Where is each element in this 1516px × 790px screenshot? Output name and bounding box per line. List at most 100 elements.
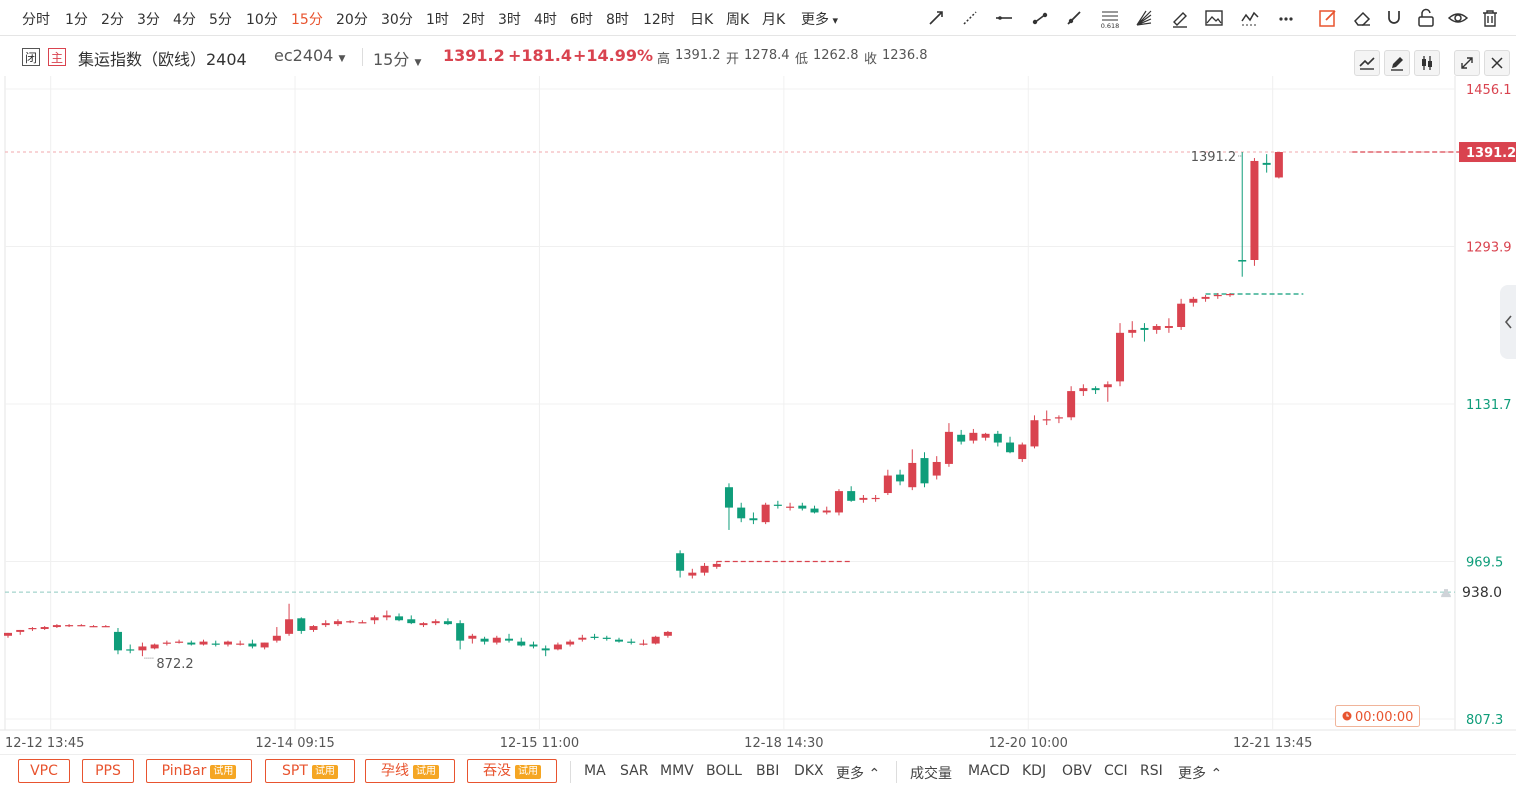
candle-body	[16, 629, 25, 632]
side-panel-toggle[interactable]	[1500, 285, 1516, 359]
current-price-label: 1391.2	[1466, 146, 1516, 161]
period-18[interactable]: 周K	[726, 12, 750, 28]
current-price-badge	[1459, 142, 1516, 163]
main-indicator-6[interactable]: 更多 ⌃	[836, 763, 880, 783]
high-value: 1391.2	[675, 48, 721, 63]
trash-tool[interactable]	[1478, 6, 1502, 30]
candle-body	[1152, 326, 1161, 330]
main-indicator-3[interactable]: BOLL	[706, 763, 742, 779]
x-tick-label: 12-18 14:30	[744, 736, 823, 751]
candlestick-chart[interactable]: 1456.1 1293.9 1131.7 969.5 807.3 12-12 13:45 1…	[0, 76, 1516, 754]
period-16[interactable]: 12时	[643, 12, 675, 28]
dashed-line-tool[interactable]	[958, 6, 982, 30]
main-indicator-2[interactable]: MMV	[660, 763, 694, 779]
eraser-tool[interactable]	[1350, 6, 1374, 30]
edit-tool[interactable]	[1316, 6, 1340, 30]
trend-line-tool[interactable]	[924, 6, 948, 30]
sub-indicator-6[interactable]: 更多 ⌃	[1178, 763, 1222, 783]
indicator-label: 更多	[1178, 766, 1206, 782]
period-14[interactable]: 6时	[570, 12, 593, 28]
image-icon	[1205, 10, 1223, 26]
eye-tool[interactable]	[1446, 6, 1470, 30]
candle-body	[1274, 152, 1283, 178]
ray-tool[interactable]	[1062, 6, 1086, 30]
period-9[interactable]: 30分	[381, 12, 413, 28]
period-19[interactable]: 月K	[762, 12, 786, 28]
period-more[interactable]: 更多 ▾	[801, 9, 838, 29]
close-chart-button[interactable]	[1484, 50, 1510, 76]
sub-indicator-5[interactable]: RSI	[1140, 763, 1163, 779]
period-11[interactable]: 2时	[462, 12, 485, 28]
candle-body	[1030, 420, 1039, 447]
period-13[interactable]: 4时	[534, 12, 557, 28]
pattern-pill-3[interactable]: SPT 试用	[265, 759, 355, 783]
period-dropdown[interactable]: 15分 ▼	[373, 46, 421, 70]
bell-icon[interactable]	[1441, 589, 1451, 598]
period-17[interactable]: 日K	[690, 12, 714, 28]
horizontal-line-tool[interactable]	[992, 6, 1016, 30]
segment-tool[interactable]	[1028, 6, 1052, 30]
period-6[interactable]: 10分	[246, 12, 278, 28]
magnet-tool[interactable]	[1382, 6, 1406, 30]
instrument-name: 集运指数（欧线）2404	[78, 50, 247, 69]
fibonacci-tool[interactable]: 0.618	[1098, 6, 1122, 30]
candle-body	[28, 628, 37, 630]
indicator-label: BBI	[756, 763, 780, 779]
sub-indicator-0[interactable]: 成交量	[910, 763, 952, 783]
candle-body	[480, 638, 489, 642]
period-1[interactable]: 1分	[65, 12, 88, 28]
candle-body	[602, 637, 611, 639]
pill-label: SPT	[282, 763, 308, 779]
fan-tool[interactable]	[1132, 6, 1156, 30]
sub-indicator-1[interactable]: MACD	[968, 763, 1010, 779]
pattern-pill-0[interactable]: VPC	[18, 759, 70, 783]
sub-indicator-3[interactable]: OBV	[1062, 763, 1092, 779]
candle-body	[505, 638, 514, 641]
period-2[interactable]: 2分	[101, 12, 124, 28]
wave-tool[interactable]	[1238, 6, 1262, 30]
x-tick-label: 12-20 10:00	[989, 736, 1068, 751]
candle-body	[309, 626, 318, 630]
period-12[interactable]: 3时	[498, 12, 521, 28]
candle-style-button[interactable]	[1414, 50, 1440, 76]
period-0[interactable]: 分时	[22, 12, 50, 28]
main-indicator-5[interactable]: DKX	[794, 763, 824, 779]
lock-tool[interactable]	[1414, 6, 1438, 30]
candle-body	[1262, 162, 1271, 165]
draw-toggle-button[interactable]	[1384, 50, 1410, 76]
candle-body	[724, 487, 733, 508]
candle-body	[993, 433, 1002, 443]
trash-icon	[1483, 10, 1497, 27]
image-tool[interactable]	[1202, 6, 1226, 30]
period-15[interactable]: 8时	[606, 12, 629, 28]
candle-body	[260, 642, 269, 648]
candle-body	[908, 462, 917, 488]
period-3[interactable]: 3分	[137, 12, 160, 28]
period-7[interactable]: 15分	[291, 12, 323, 28]
candle-body	[920, 458, 929, 484]
main-indicator-4[interactable]: BBI	[756, 763, 779, 779]
period-5[interactable]: 5分	[209, 12, 232, 28]
fullscreen-button[interactable]	[1454, 50, 1480, 76]
pencil-icon	[1391, 57, 1403, 71]
period-8[interactable]: 20分	[336, 12, 368, 28]
more-dots-tool[interactable]	[1274, 6, 1298, 30]
contract-code-dropdown[interactable]: ec2404 ▼	[274, 46, 345, 65]
period-more-label: 更多	[801, 12, 829, 28]
main-indicator-0[interactable]: MA	[584, 763, 606, 779]
period-10[interactable]: 1时	[426, 12, 449, 28]
pattern-pill-4[interactable]: 孕线 试用	[365, 759, 455, 783]
pattern-pill-1[interactable]: PPS	[82, 759, 134, 783]
sub-indicator-4[interactable]: CCI	[1104, 763, 1128, 779]
brush-tool[interactable]	[1168, 6, 1192, 30]
pattern-pill-5[interactable]: 吞没 试用	[467, 759, 557, 783]
main-indicator-1[interactable]: SAR	[620, 763, 648, 779]
pattern-pill-2[interactable]: PinBar 试用	[146, 759, 252, 783]
candle-body	[40, 627, 49, 629]
chart-type-button[interactable]	[1354, 50, 1380, 76]
candle-body	[639, 643, 648, 645]
indicator-label: DKX	[794, 763, 824, 779]
sub-indicator-2[interactable]: KDJ	[1022, 763, 1046, 779]
eye-icon	[1447, 13, 1469, 23]
period-4[interactable]: 4分	[173, 12, 196, 28]
